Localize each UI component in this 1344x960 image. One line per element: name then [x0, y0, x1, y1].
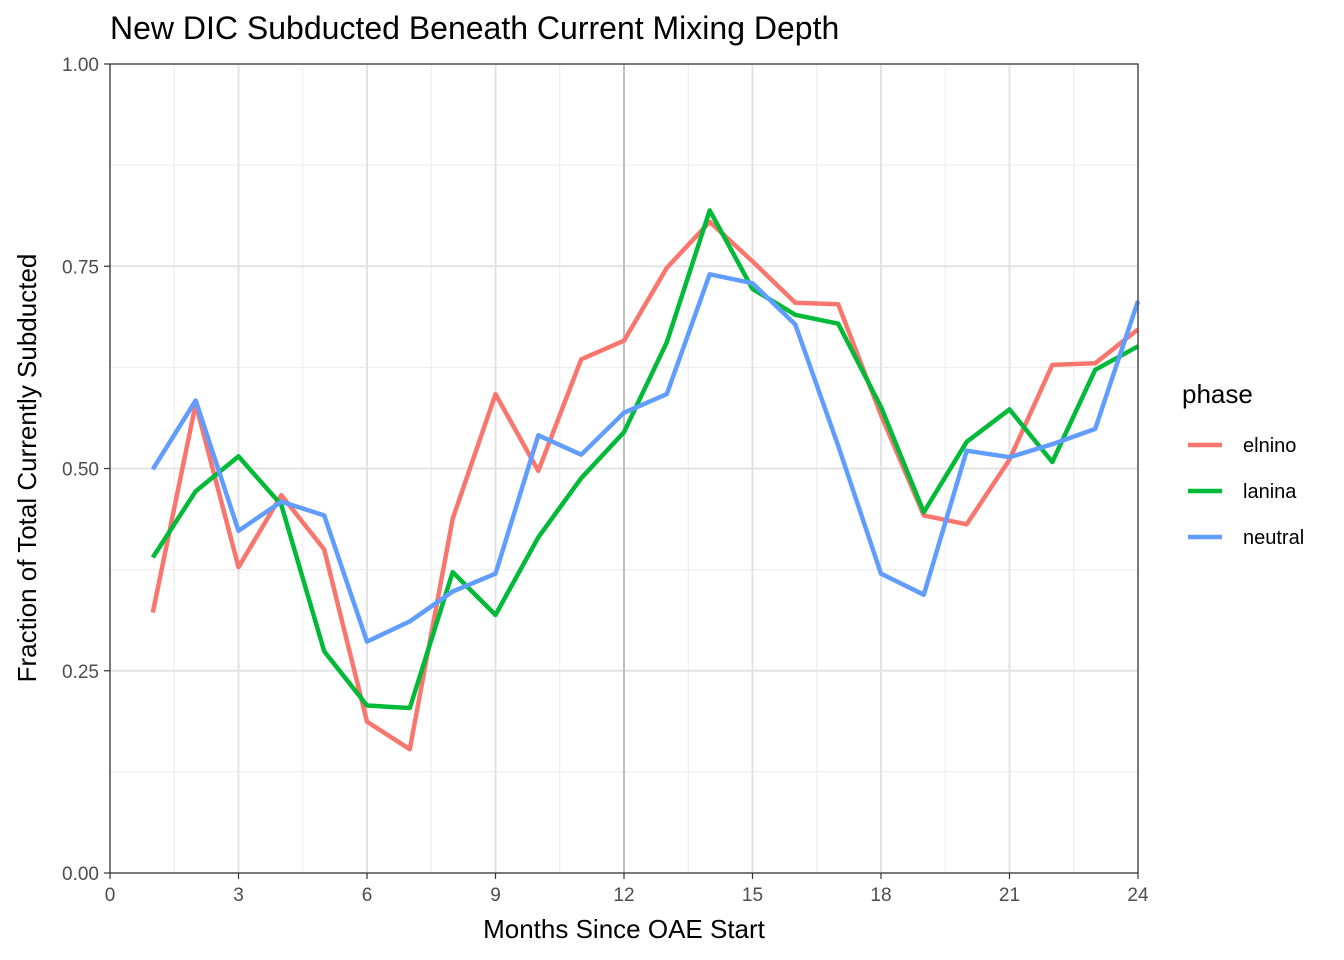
y-tick-label: 0.50 — [62, 460, 99, 481]
series-layer — [150, 208, 1141, 752]
x-axis-title: Months Since OAE Start — [483, 914, 766, 944]
legend-label-lanina: lanina — [1243, 481, 1297, 503]
x-tick-label: 24 — [1127, 885, 1149, 906]
x-tick-label: 0 — [105, 885, 116, 906]
legend-label-neutral: neutral — [1243, 527, 1304, 549]
y-axis-title: Fraction of Total Currently Subducted — [12, 254, 42, 683]
chart-title: New DIC Subducted Beneath Current Mixing… — [110, 10, 839, 46]
series-line-lanina — [150, 208, 1140, 711]
x-tick-label: 18 — [870, 885, 891, 906]
legend-label-elnino: elnino — [1243, 435, 1296, 457]
legend-title: phase — [1182, 379, 1253, 409]
y-tick-label: 0.00 — [62, 864, 99, 885]
x-tick-label: 9 — [490, 885, 501, 906]
y-tick-label: 0.25 — [62, 662, 99, 683]
x-tick-label: 3 — [233, 885, 244, 906]
y-axis-ticks: 0.00 0.25 0.50 0.75 1.00 — [62, 55, 110, 885]
legend: phase elnino lanina neutral — [1182, 379, 1304, 549]
y-tick-label: 1.00 — [62, 55, 99, 76]
series-line-elnino — [150, 219, 1140, 752]
x-tick-label: 6 — [362, 885, 373, 906]
x-tick-label: 12 — [613, 885, 634, 906]
y-tick-label: 0.75 — [62, 257, 99, 278]
series-line-neutral — [150, 272, 1141, 644]
x-axis-ticks: 0 3 6 9 12 15 18 21 24 — [105, 873, 1149, 906]
x-tick-label: 15 — [742, 885, 763, 906]
x-tick-label: 21 — [999, 885, 1020, 906]
